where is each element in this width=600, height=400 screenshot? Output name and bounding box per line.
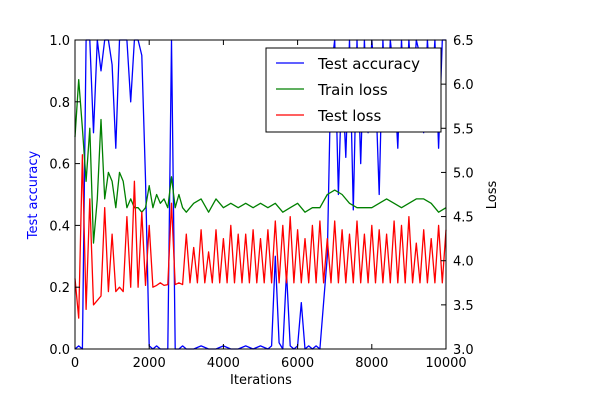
legend: Test accuracy Train loss Test loss xyxy=(265,47,442,133)
series-line-train-loss xyxy=(74,79,447,244)
y-right-tick-label: 3.5 xyxy=(453,299,474,314)
x-tick-label: 4000 xyxy=(207,356,240,371)
y-left-tick-label: 0.2 xyxy=(49,281,70,296)
y-right-tick-label: 6.0 xyxy=(453,78,474,93)
legend-box xyxy=(265,47,442,133)
y-right-tick-label: 5.5 xyxy=(453,122,474,137)
y-left-tick-label: 1.0 xyxy=(49,34,70,49)
y-left-tick-label: 0.8 xyxy=(49,96,70,111)
y-left-tick-label: 0.4 xyxy=(49,219,70,234)
y-right-tick-label: 3.0 xyxy=(453,343,474,358)
x-tick-label: 0 xyxy=(71,356,79,371)
y-right-tick-label: 4.0 xyxy=(453,255,474,270)
x-tick-label: 6000 xyxy=(281,356,314,371)
y-right-tick-label: 5.0 xyxy=(453,166,474,181)
ticks-layer xyxy=(74,39,447,350)
labels-layer: 0 2000 4000 6000 8000 10000 0.0 0.2 0.4 0.6 0.8 1.0… xyxy=(49,34,473,371)
y-right-axis-label: Loss xyxy=(485,181,500,210)
legend-label-train-loss: Train loss xyxy=(317,81,388,99)
x-tick-label: 10000 xyxy=(425,356,466,371)
y-right-tick-label: 4.5 xyxy=(453,211,474,226)
x-tick-label: 8000 xyxy=(355,356,388,371)
y-right-tick-label: 6.5 xyxy=(453,34,474,49)
x-axis-label: Iterations xyxy=(230,373,292,388)
y-left-axis-label: Test accuracy xyxy=(26,151,41,241)
y-left-tick-label: 0.0 xyxy=(49,343,70,358)
series-line-test-accuracy xyxy=(74,39,446,350)
legend-label-test-accuracy: Test accuracy xyxy=(317,55,420,73)
legend-label-test-loss: Test loss xyxy=(317,107,381,125)
plot-frame xyxy=(74,39,447,350)
series-layer xyxy=(74,39,447,350)
x-tick-label: 2000 xyxy=(133,356,166,371)
series-line-test-loss xyxy=(74,154,447,319)
y-left-tick-label: 0.6 xyxy=(49,158,70,173)
